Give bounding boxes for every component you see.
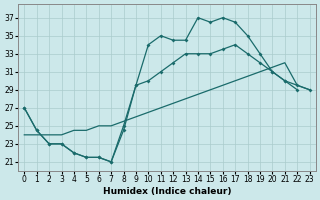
X-axis label: Humidex (Indice chaleur): Humidex (Indice chaleur)	[103, 187, 231, 196]
